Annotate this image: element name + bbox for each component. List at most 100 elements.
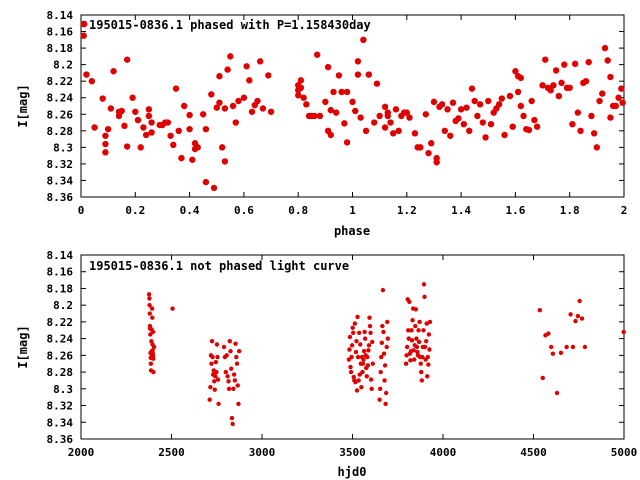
unphased-data-point: [354, 338, 359, 344]
phased-data-point: [449, 99, 457, 106]
phased-data-point: [607, 73, 614, 81]
phased-data-point: [574, 109, 582, 116]
phased-x-tick-label: 0.4: [180, 204, 200, 217]
phased-data-point: [619, 99, 626, 106]
unphased-data-point: [382, 378, 387, 383]
unphased-data-point: [537, 308, 543, 313]
unphased-data-point: [582, 344, 588, 350]
unphased-x-tick-label: 3500: [339, 446, 366, 459]
phased-data-point: [189, 156, 196, 163]
phased-data-point: [517, 102, 525, 110]
phased-data-point: [615, 94, 622, 101]
phased-data-point: [381, 103, 389, 111]
unphased-data-point: [360, 369, 365, 375]
phased-data-point: [438, 101, 446, 108]
phased-legend-marker: [80, 20, 88, 28]
unphased-data-point: [362, 336, 368, 341]
unphased-data-point: [366, 343, 372, 348]
unphased-data-point: [146, 292, 152, 297]
unphased-y-tick-label: 8.16: [47, 266, 74, 279]
unphased-data-point: [370, 339, 375, 345]
phased-data-point: [202, 178, 210, 186]
unphased-data-point: [377, 397, 382, 402]
phased-data-point: [457, 106, 465, 113]
phased-data-point: [208, 91, 215, 98]
unphased-data-point: [568, 312, 573, 317]
unphased-data-point: [349, 343, 355, 348]
unphased-data-point: [426, 332, 432, 337]
phased-data-point: [555, 92, 563, 100]
unphased-data-point: [236, 401, 241, 407]
phased-x-tick-label: 1.8: [560, 204, 580, 217]
phased-data-point: [235, 97, 242, 105]
phased-data-point: [349, 98, 356, 106]
phased-y-tick-label: 8.3: [53, 141, 73, 154]
phased-data-point: [566, 84, 573, 92]
phased-data-point: [384, 112, 391, 120]
unphased-data-point: [404, 353, 409, 358]
phased-data-point: [403, 109, 410, 116]
unphased-data-point: [210, 354, 215, 360]
phased-data-point: [569, 121, 576, 128]
unphased-data-point: [383, 390, 389, 396]
unphased-data-point: [424, 321, 429, 326]
phased-data-point: [300, 94, 307, 101]
phased-data-point: [460, 121, 468, 128]
phased-data-point: [612, 102, 620, 110]
phased-data-point: [148, 129, 155, 136]
phased-data-point: [571, 60, 579, 68]
phased-y-tick-label: 8.18: [47, 42, 74, 55]
phased-data-point: [297, 77, 305, 84]
phased-data-point: [186, 125, 193, 133]
unphased-data-point: [227, 338, 232, 344]
unphased-data-point: [409, 338, 415, 343]
phased-title: 195015-0836.1 phased with P=1.158430day: [89, 18, 371, 32]
phased-data-point: [352, 107, 359, 115]
phased-data-point: [539, 82, 546, 89]
phased-x-tick-label: 1: [349, 204, 356, 217]
unphased-data-point: [347, 334, 353, 340]
unphased-data-point: [349, 354, 354, 360]
phased-data-point: [145, 106, 153, 113]
unphased-data-point: [369, 386, 374, 392]
phased-data-point: [373, 80, 381, 87]
phased-data-point: [227, 53, 234, 60]
phased-data-point: [455, 115, 462, 122]
unphased-data-point: [366, 348, 371, 353]
phased-data-point: [333, 109, 340, 116]
phased-data-point: [180, 102, 188, 110]
unphased-data-point: [410, 318, 415, 323]
unphased-data-point: [416, 339, 422, 345]
unphased-data-point: [420, 354, 425, 360]
phased-data-point: [487, 121, 495, 128]
phased-data-point: [338, 88, 345, 96]
unphased-data-point: [359, 384, 364, 390]
unphased-x-tick-label: 5000: [611, 446, 638, 459]
unphased-data-point: [367, 315, 372, 320]
unphased-data-point: [355, 354, 361, 360]
phased-data-point: [357, 114, 364, 121]
phased-data-point: [175, 127, 182, 135]
unphased-x-tick-label: 4500: [520, 446, 547, 459]
phased-data-point: [243, 63, 250, 70]
unphased-data-point: [348, 369, 354, 375]
phased-data-point: [406, 114, 413, 121]
unphased-data-point: [549, 344, 554, 350]
unphased-data-point: [385, 319, 390, 325]
unphased-data-point: [408, 358, 413, 363]
unphased-data-point: [413, 323, 418, 329]
unphased-data-point: [362, 329, 367, 335]
unphased-data-point: [550, 351, 556, 356]
phased-data-point: [314, 51, 321, 58]
phased-data-point: [479, 119, 487, 126]
unphased-data-point: [368, 330, 373, 335]
unphased-data-point: [404, 344, 410, 350]
unphased-data-point: [170, 306, 175, 311]
phased-y-tick-label: 8.2: [53, 59, 73, 72]
unphased-x-tick-label: 2500: [158, 446, 185, 459]
unphased-data-point: [235, 383, 240, 388]
unphased-y-tick-label: 8.2: [53, 299, 73, 312]
unphased-data-point: [348, 364, 353, 370]
unphased-data-point: [231, 372, 237, 377]
phased-data-point: [441, 127, 449, 135]
